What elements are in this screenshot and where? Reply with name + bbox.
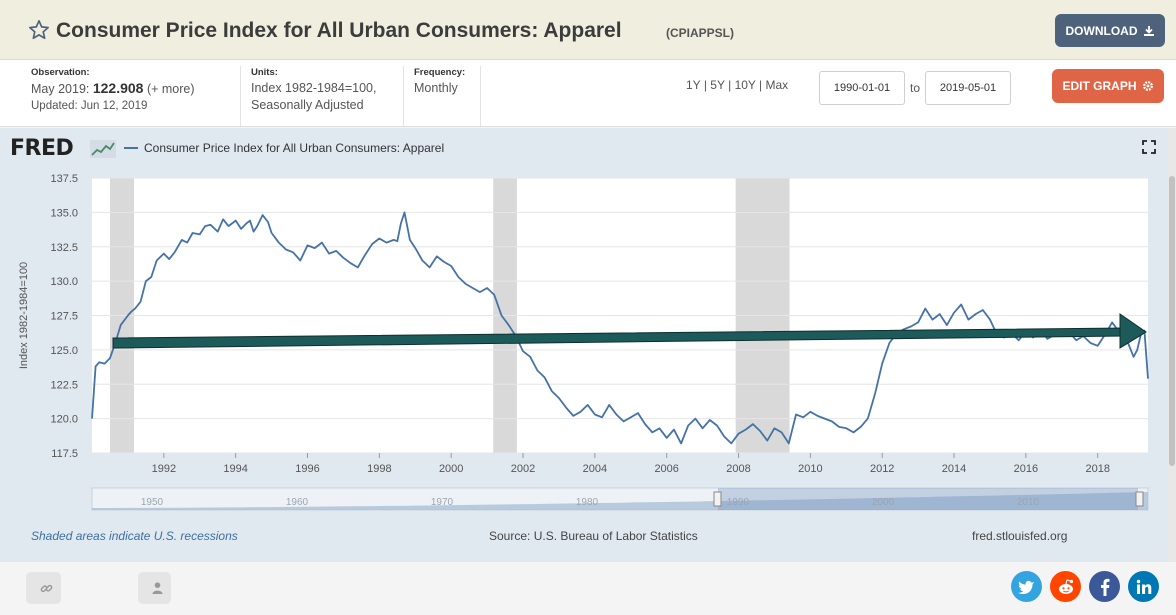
y-tick-label: 120.0 xyxy=(50,414,78,426)
range-links: 1Y | 5Y | 10Y | Max xyxy=(686,78,788,92)
bottom-bar xyxy=(0,562,1176,615)
download-icon xyxy=(1143,25,1154,36)
edit-graph-label: EDIT GRAPH xyxy=(1062,79,1137,93)
source-footnote: Source: U.S. Bureau of Labor Statistics xyxy=(489,529,698,543)
divider xyxy=(240,66,241,126)
fred-logo[interactable]: FRED xyxy=(10,136,74,161)
x-tick-label: 1996 xyxy=(295,463,319,475)
y-tick-label: 125.0 xyxy=(50,345,78,357)
y-tick-label: 135.0 xyxy=(50,207,78,219)
legend-label: Consumer Price Index for All Urban Consu… xyxy=(144,141,445,155)
frequency-value: Monthly xyxy=(414,81,458,95)
x-tick-label: 2002 xyxy=(511,463,535,475)
gear-icon xyxy=(1142,81,1153,91)
range-separator: | xyxy=(728,78,732,92)
navigator-handle-right xyxy=(1135,491,1144,507)
navigator-label: 2000 xyxy=(872,497,895,508)
observation-more-link[interactable]: (+ more) xyxy=(146,82,195,96)
range-separator: | xyxy=(759,78,763,92)
range-1y[interactable]: 1Y xyxy=(686,78,701,92)
download-button[interactable]: DOWNLOAD xyxy=(1055,14,1165,47)
series-id: (CPIAPPSL) xyxy=(666,26,735,40)
x-tick-label: 2012 xyxy=(870,463,894,475)
navigator-label: 1970 xyxy=(431,497,454,508)
chart-area: 117.5 120.0 122.5 125.0 127.5 130.0 132.5 135.0… xyxy=(18,173,1149,511)
navigator-label: 1950 xyxy=(141,497,164,508)
legend-swatch xyxy=(124,147,138,149)
recession-footnote: Shaded areas indicate U.S. recessions xyxy=(31,529,238,543)
share-links-button[interactable] xyxy=(26,572,61,604)
chart-panel: FRED Consumer Price Index for All Urban … xyxy=(0,128,1168,562)
observation-value: 122.908 xyxy=(92,80,144,96)
units-line2: Seasonally Adjusted xyxy=(251,98,364,112)
range-10y[interactable]: 10Y xyxy=(734,78,756,92)
y-tick-label: 130.0 xyxy=(50,276,78,288)
to-label: to xyxy=(910,81,921,95)
user-icon xyxy=(152,582,163,594)
fullscreen-icon[interactable] xyxy=(1142,140,1156,154)
reddit-icon[interactable] xyxy=(1050,571,1081,602)
site-footnote[interactable]: fred.stlouisfed.org xyxy=(972,529,1068,543)
y-tick-label: 127.5 xyxy=(50,311,78,323)
x-tick-label: 2006 xyxy=(654,463,678,475)
x-tick-label: 2004 xyxy=(583,463,607,475)
scrollbar-thumb[interactable] xyxy=(1169,176,1175,466)
end-date-input[interactable]: 2019-05-01 xyxy=(925,71,1011,105)
frequency-label: Frequency: xyxy=(414,67,466,78)
facebook-icon[interactable] xyxy=(1089,571,1120,602)
navigator-selection xyxy=(718,488,1138,510)
x-tick-label: 1998 xyxy=(367,463,391,475)
page-title: Consumer Price Index for All Urban Consu… xyxy=(56,19,622,42)
divider xyxy=(403,66,404,126)
x-tick-label: 2018 xyxy=(1085,463,1109,475)
units-label: Units: xyxy=(251,67,278,78)
range-max[interactable]: Max xyxy=(765,78,789,92)
info-bar: Observation: May 2019: 122.908 (+ more) … xyxy=(0,60,1176,127)
navigator-handle-left xyxy=(713,491,722,507)
frequency-block: Frequency: Monthly xyxy=(414,67,465,97)
y-tick-label: 117.5 xyxy=(51,448,78,460)
units-block: Units: Index 1982-1984=100, Seasonally A… xyxy=(251,67,376,114)
updated-date: Updated: Jun 12, 2019 xyxy=(31,100,148,112)
x-tick-label: 1992 xyxy=(152,463,176,475)
observation-date: May 2019: xyxy=(31,82,90,96)
fred-chart-icon xyxy=(90,140,116,158)
series-line xyxy=(91,211,1149,445)
twitter-icon[interactable] xyxy=(1011,571,1042,602)
range-5y[interactable]: 5Y xyxy=(710,78,725,92)
link-icon xyxy=(40,584,53,592)
title-bar: Consumer Price Index for All Urban Consu… xyxy=(0,0,1176,60)
range-separator: | xyxy=(703,78,707,92)
download-label: DOWNLOAD xyxy=(1065,23,1138,38)
y-axis-label: Index 1982-1984=100 xyxy=(18,262,30,369)
x-tick-label: 2000 xyxy=(439,463,463,475)
x-tick-label: 2014 xyxy=(942,463,966,475)
y-tick-label: 132.5 xyxy=(50,242,78,254)
navigator-label: 1990 xyxy=(727,497,750,508)
navigator-label: 1960 xyxy=(286,497,309,508)
units-line1: Index 1982-1984=100, xyxy=(251,81,377,95)
legend: Consumer Price Index for All Urban Consu… xyxy=(124,141,444,155)
observation-block: Observation: May 2019: 122.908 (+ more) … xyxy=(31,67,195,115)
account-tools-button[interactable] xyxy=(138,572,171,604)
observation-label: Observation: xyxy=(31,67,90,78)
edit-graph-button[interactable]: EDIT GRAPH xyxy=(1052,69,1164,103)
navigator-label: 1980 xyxy=(576,497,599,508)
x-tick-label: 2016 xyxy=(1014,463,1038,475)
annotation-arrow-head xyxy=(1119,313,1147,349)
y-tick-label: 122.5 xyxy=(50,379,78,391)
navigator-label: 2010 xyxy=(1017,497,1040,508)
x-tick-label: 1994 xyxy=(223,463,247,475)
star-icon[interactable] xyxy=(28,19,50,41)
navigator-area xyxy=(92,492,1148,510)
divider xyxy=(480,66,481,126)
start-date-input[interactable]: 1990-01-01 xyxy=(819,71,905,105)
y-tick-label: 137.5 xyxy=(50,173,78,185)
linkedin-icon[interactable] xyxy=(1128,571,1159,602)
x-tick-label: 2008 xyxy=(726,463,750,475)
x-tick-label: 2010 xyxy=(798,463,822,475)
